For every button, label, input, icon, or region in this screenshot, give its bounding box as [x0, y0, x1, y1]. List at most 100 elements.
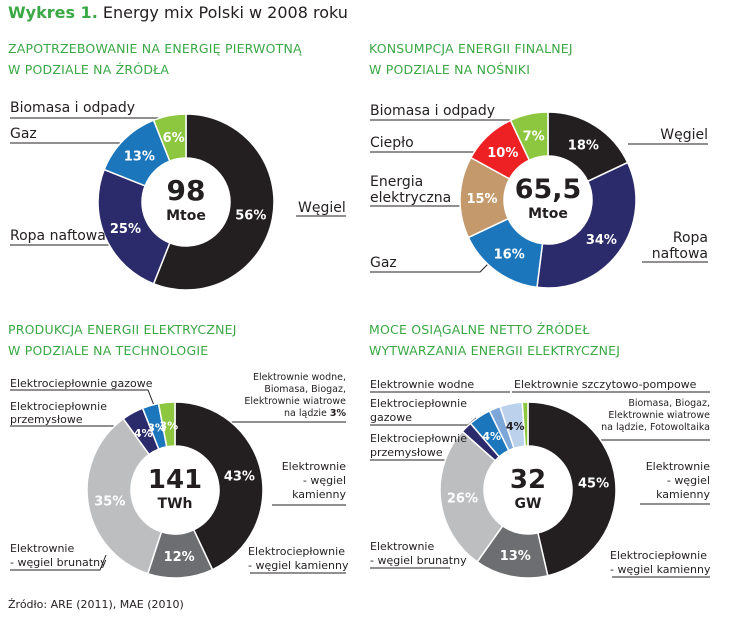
chart3-slice-6-label: 3% [159, 419, 178, 432]
panel2-title-line2: W PODZIALE NA NOŚNIKI [369, 62, 531, 77]
chart3-slice-3 [86, 417, 163, 575]
p4-label-bio-3: na lądzie, Fotowoltaika [601, 422, 710, 433]
panel1-title-line2: W PODZIALE NA ŹRÓDŁA [8, 62, 170, 77]
source-note: Źródło: ARE (2011), MAE (2010) [8, 598, 184, 611]
chart4-slice-1-label: 45% [578, 477, 609, 492]
p4-label-ek-2: - węgiel [666, 474, 710, 487]
chart1-center-unit: Mtoe [166, 208, 206, 224]
p2-label-biomasa: Biomasa i odpady [370, 103, 496, 119]
chart4-slice-1 [527, 401, 617, 577]
chart1-slice-2-label: 25% [110, 222, 141, 237]
p4-label-przem-1: Elektrociepłownie [370, 432, 467, 445]
p3-label-wodne-3: Elektrownie wiatrowe [244, 396, 346, 407]
donut-slices [86, 111, 637, 579]
leader-p3-brunatny [10, 554, 107, 571]
chart2-slice-2 [536, 161, 637, 289]
chart-main-title-prefix: Wykres 1. [8, 3, 98, 22]
chart2-center-unit: Mtoe [528, 206, 568, 222]
p4-label-gazowe-2: gazowe [370, 411, 412, 424]
p1-label-wegiel: Węgiel [298, 200, 346, 216]
p4-label-eck-1: Elektrociepłownie [610, 549, 707, 562]
p4-label-wodne: Elektrownie wodne [370, 378, 475, 391]
chart-main-title-text: Energy mix Polski w 2008 roku [102, 3, 348, 22]
chart3-slice-2-label: 12% [164, 550, 195, 565]
chart2-slice-4-label: 15% [466, 192, 497, 207]
p4-label-brunatny-2: - węgiel brunatny [370, 554, 467, 567]
p2-label-energia-1: Energia [370, 174, 424, 190]
p3-label-eck-1: Elektrociepłownie [248, 545, 345, 558]
p3-label-brunatny-1: Elektrownie [10, 542, 75, 555]
chart1-slice-3-label: 13% [124, 149, 155, 164]
p4-label-ek-3: kamienny [656, 488, 710, 501]
p2-label-cieplo: Ciepło [370, 135, 414, 151]
chart2-slice-6-label: 7% [523, 130, 545, 145]
p4-label-eck-2: - węgiel kamienny [610, 563, 711, 576]
chart1-slice-4 [152, 113, 187, 163]
p2-label-wegiel: Węgiel [660, 127, 708, 143]
p3-label-ek-2: - węgiel [302, 474, 346, 487]
p2-label-ropa-2: naftowa [651, 246, 708, 262]
p3-label-ek-1: Elektrownie [281, 460, 346, 473]
chart1-slice-1-label: 56% [235, 208, 266, 223]
p1-label-gaz: Gaz [10, 126, 37, 142]
chart3-slice-1 [174, 401, 264, 571]
p4-label-przem-2: przemysłowe [370, 446, 443, 459]
chart2-slice-6 [509, 111, 549, 162]
p1-label-biomasa: Biomasa i odpady [10, 100, 136, 116]
chart3-slice-6 [157, 401, 176, 448]
chart3-slice-4-label: 4% [134, 427, 153, 440]
chart3-center-unit: TWh [158, 496, 193, 512]
panel3-title-line2: W PODZIALE NA TECHNOLOGIE [8, 343, 209, 358]
leader-p3-gazowe [10, 389, 156, 409]
p1-label-ropa: Ropa naftowa [10, 228, 106, 244]
chart4-center-unit: GW [515, 496, 542, 512]
p3-label-wodne-1: Elektrownie wodne, [252, 372, 346, 383]
panel4-title-line1: MOCE OSIĄGALNE NETTO ŹRÓDEŁ [369, 322, 590, 337]
p4-label-ek-1: Elektrownie [645, 460, 710, 473]
p4-label-szczyt: Elektrownie szczytowo-pompowe [514, 378, 697, 391]
p2-label-energia-2: elektryczna [370, 190, 452, 206]
chart4-slice-2-label: 13% [500, 549, 531, 564]
chart2-slice-3-label: 16% [494, 247, 525, 262]
chart3-slice-5-label: 3% [147, 422, 166, 435]
slice-percent-labels: 56%25%13%6% 18%34%16%15%10%7%43%12%35%4%3… [94, 130, 617, 565]
panel1-title-line1: ZAPOTRZEBOWANIE NA ENERGIĘ PIERWOTNĄ [8, 41, 302, 56]
p3-label-wodne-2: Biomasa, Biogaz, [264, 384, 346, 395]
p4-label-gazowe-1: Elektrociepłownie [370, 397, 467, 410]
p3-label-eck-2: - węgiel kamienny [248, 559, 349, 572]
p4-label-brunatny-1: Elektrownie [370, 540, 435, 553]
panel3-title: PRODUKCJA ENERGII ELEKTRYCZNEJ W PODZIALE… [8, 319, 237, 361]
panel2-title: KONSUMPCJA ENERGII FINALNEJ W PODZIALE NA… [369, 38, 573, 80]
panel1-title: ZAPOTRZEBOWANIE NA ENERGIĘ PIERWOTNĄ W PO… [8, 38, 302, 80]
chart4-center-value: 32 [510, 465, 546, 495]
chart3-slice-3-label: 35% [94, 494, 125, 509]
chart4-slice-5-label: 4% [482, 430, 501, 443]
p4-label-bio-1: Biomasa, Biogaz, [628, 398, 710, 409]
p3-label-wodne-4-pct: 3% [329, 408, 346, 419]
chart1-center-value: 98 [167, 174, 206, 207]
panel4-title: MOCE OSIĄGALNE NETTO ŹRÓDEŁ WYTWARZANIA E… [369, 319, 620, 361]
chart4-slice-3-label: 26% [447, 491, 478, 506]
chart4-slice-8 [521, 401, 529, 447]
chart2-slice-1-label: 18% [568, 138, 599, 153]
chart1-slice-2 [97, 168, 171, 285]
chart-main-title: Wykres 1. Energy mix Polski w 2008 roku [8, 3, 348, 22]
chart1-slice-4-label: 6% [163, 131, 185, 146]
p3-label-przem-2: przemysłowe [10, 413, 83, 426]
p2-label-ropa-1: Ropa [672, 230, 708, 246]
p3-label-wodne-4-text: na lądzie [284, 408, 327, 419]
p2-label-gaz: Gaz [370, 255, 397, 271]
p3-label-przem-1: Elektrociepłownie [10, 400, 107, 413]
panel4-title-line2: WYTWARZANIA ENERGII ELEKTRYCZNEJ [369, 343, 621, 358]
chart3-center-value: 141 [148, 465, 202, 495]
p3-label-wodne-4: na lądzie 3% [230, 408, 346, 420]
p3-label-ek-3: kamienny [292, 488, 346, 501]
chart4-slice-7-label: 4% [506, 420, 525, 433]
chart1-slice-1 [152, 113, 275, 291]
p3-label-gazowe: Elektrociepłownie gazowe [10, 377, 153, 390]
chart3-slice-1-label: 43% [224, 470, 255, 485]
panel3-title-line1: PRODUKCJA ENERGII ELEKTRYCZNEJ [8, 322, 237, 337]
p4-label-bio-2: Elektrownie wiatrowe [608, 410, 710, 421]
